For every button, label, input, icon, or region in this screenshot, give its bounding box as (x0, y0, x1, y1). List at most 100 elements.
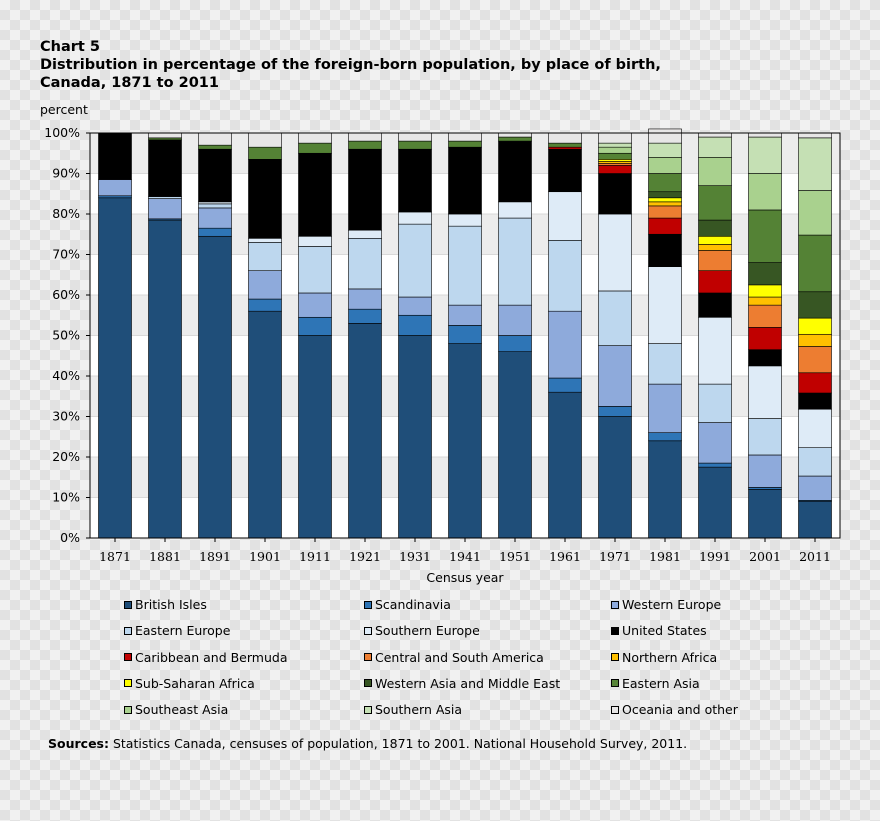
bar-segment (648, 440, 682, 539)
bar-segment (648, 157, 682, 174)
legend-label: British Isles (135, 597, 207, 612)
sources-text: Statistics Canada, censuses of populatio… (108, 736, 688, 751)
bar-segment (398, 335, 432, 539)
bar-segment (248, 238, 282, 243)
bar-segment (748, 173, 782, 211)
bar-segment (548, 191, 582, 241)
x-tick-label: 1961 (549, 549, 581, 564)
bar-segment (298, 152, 332, 237)
legend-label: Northern Africa (622, 649, 718, 665)
bar-segment (598, 213, 632, 292)
bar-segment (698, 219, 732, 237)
legend-swatch (124, 653, 132, 662)
x-tick-label: 1931 (399, 549, 431, 564)
legend-item: Eastern Asia (611, 676, 700, 691)
bar-segment (348, 323, 382, 539)
legend-label: Southeast Asia (135, 702, 229, 718)
bar-segment (798, 475, 832, 501)
legend-label: Scandinavia (375, 597, 451, 612)
y-tick-label: 70% (52, 247, 80, 262)
legend-item: Northern Africa (611, 650, 717, 665)
bar-segment (698, 466, 732, 539)
bar-segment (348, 238, 382, 290)
y-tick-label: 90% (52, 166, 80, 181)
bar-segment (648, 432, 682, 442)
legend-item: Eastern Europe (124, 623, 230, 638)
bar-segment (498, 351, 532, 539)
bar-segment (748, 296, 782, 306)
bar-segment (798, 447, 832, 477)
bar-segment (548, 310, 582, 379)
bar-segment (698, 157, 732, 186)
bar-segment (448, 146, 482, 215)
legend-label: Eastern Europe (135, 623, 231, 639)
x-tick-label: 1991 (699, 549, 731, 564)
chart-title: Distribution in percentage of the foreig… (40, 57, 661, 91)
bar-segment (698, 422, 732, 464)
legend-swatch (124, 679, 132, 688)
bar-segment (598, 406, 632, 417)
bar-segment (698, 383, 732, 423)
bar-segment (648, 197, 682, 203)
bar-segment (148, 198, 182, 220)
legend-label: Western Asia and Middle East (375, 675, 561, 691)
legend-label: Caribbean and Bermuda (135, 649, 288, 665)
legend-swatch (611, 705, 619, 714)
legend-item: Oceania and other (611, 702, 738, 717)
bar-segment (798, 346, 832, 374)
bar-segment (298, 235, 332, 247)
bar-segment (648, 201, 682, 207)
legend-swatch (364, 626, 372, 635)
bar-segment (248, 159, 282, 239)
bar-segment (648, 233, 682, 267)
legend-swatch (611, 600, 619, 609)
bar-segment (198, 201, 232, 205)
bar-segment (798, 190, 832, 236)
x-tick-label: 1911 (299, 549, 331, 564)
x-tick-label: 2011 (799, 549, 831, 564)
legend-label: Oceania and other (622, 702, 738, 718)
bar-segment (398, 314, 432, 336)
y-tick-label: 10% (52, 490, 80, 505)
bar-segment (648, 173, 682, 193)
bar-segment (98, 179, 132, 197)
bar-segment (798, 408, 832, 448)
bar-segment (798, 234, 832, 293)
bar-segment (98, 197, 132, 539)
bar-segment (498, 335, 532, 353)
legend-item: Caribbean and Bermuda (124, 650, 287, 665)
bar-segment (198, 148, 232, 203)
bar-segment (98, 195, 132, 199)
legend-label: Sub-Saharan Africa (135, 675, 255, 691)
bar-segment (748, 136, 782, 174)
bar-segment (598, 142, 632, 148)
bar-segment (598, 165, 632, 174)
y-tick-label: 60% (52, 287, 80, 302)
bar-segment (748, 132, 782, 138)
bar-segment (648, 217, 682, 235)
bar-segment (248, 298, 282, 312)
bar-segment (698, 270, 732, 294)
bar-segment (348, 140, 382, 150)
bar-segment (148, 196, 182, 199)
bar-segment (248, 310, 282, 539)
bar-segment (298, 246, 332, 294)
x-tick-label: 1871 (99, 549, 131, 564)
bar-segment (498, 304, 532, 336)
legend-swatch (611, 653, 619, 662)
bar-segment (198, 132, 232, 146)
bar-segment (148, 137, 182, 141)
bar-segment (248, 146, 282, 160)
legend-swatch (611, 679, 619, 688)
x-tick-label: 1921 (349, 549, 381, 564)
legend-item: Southeast Asia (124, 702, 228, 717)
legend-label: Southern Asia (375, 702, 463, 718)
bar-segment (348, 148, 382, 231)
legend-item: Scandinavia (364, 597, 451, 612)
legend-label: Eastern Asia (622, 675, 700, 691)
bar-segment (598, 345, 632, 407)
bar-segment (548, 132, 582, 144)
bar-segment (648, 128, 682, 144)
bar-segment (298, 142, 332, 154)
bar-segment (698, 462, 732, 468)
